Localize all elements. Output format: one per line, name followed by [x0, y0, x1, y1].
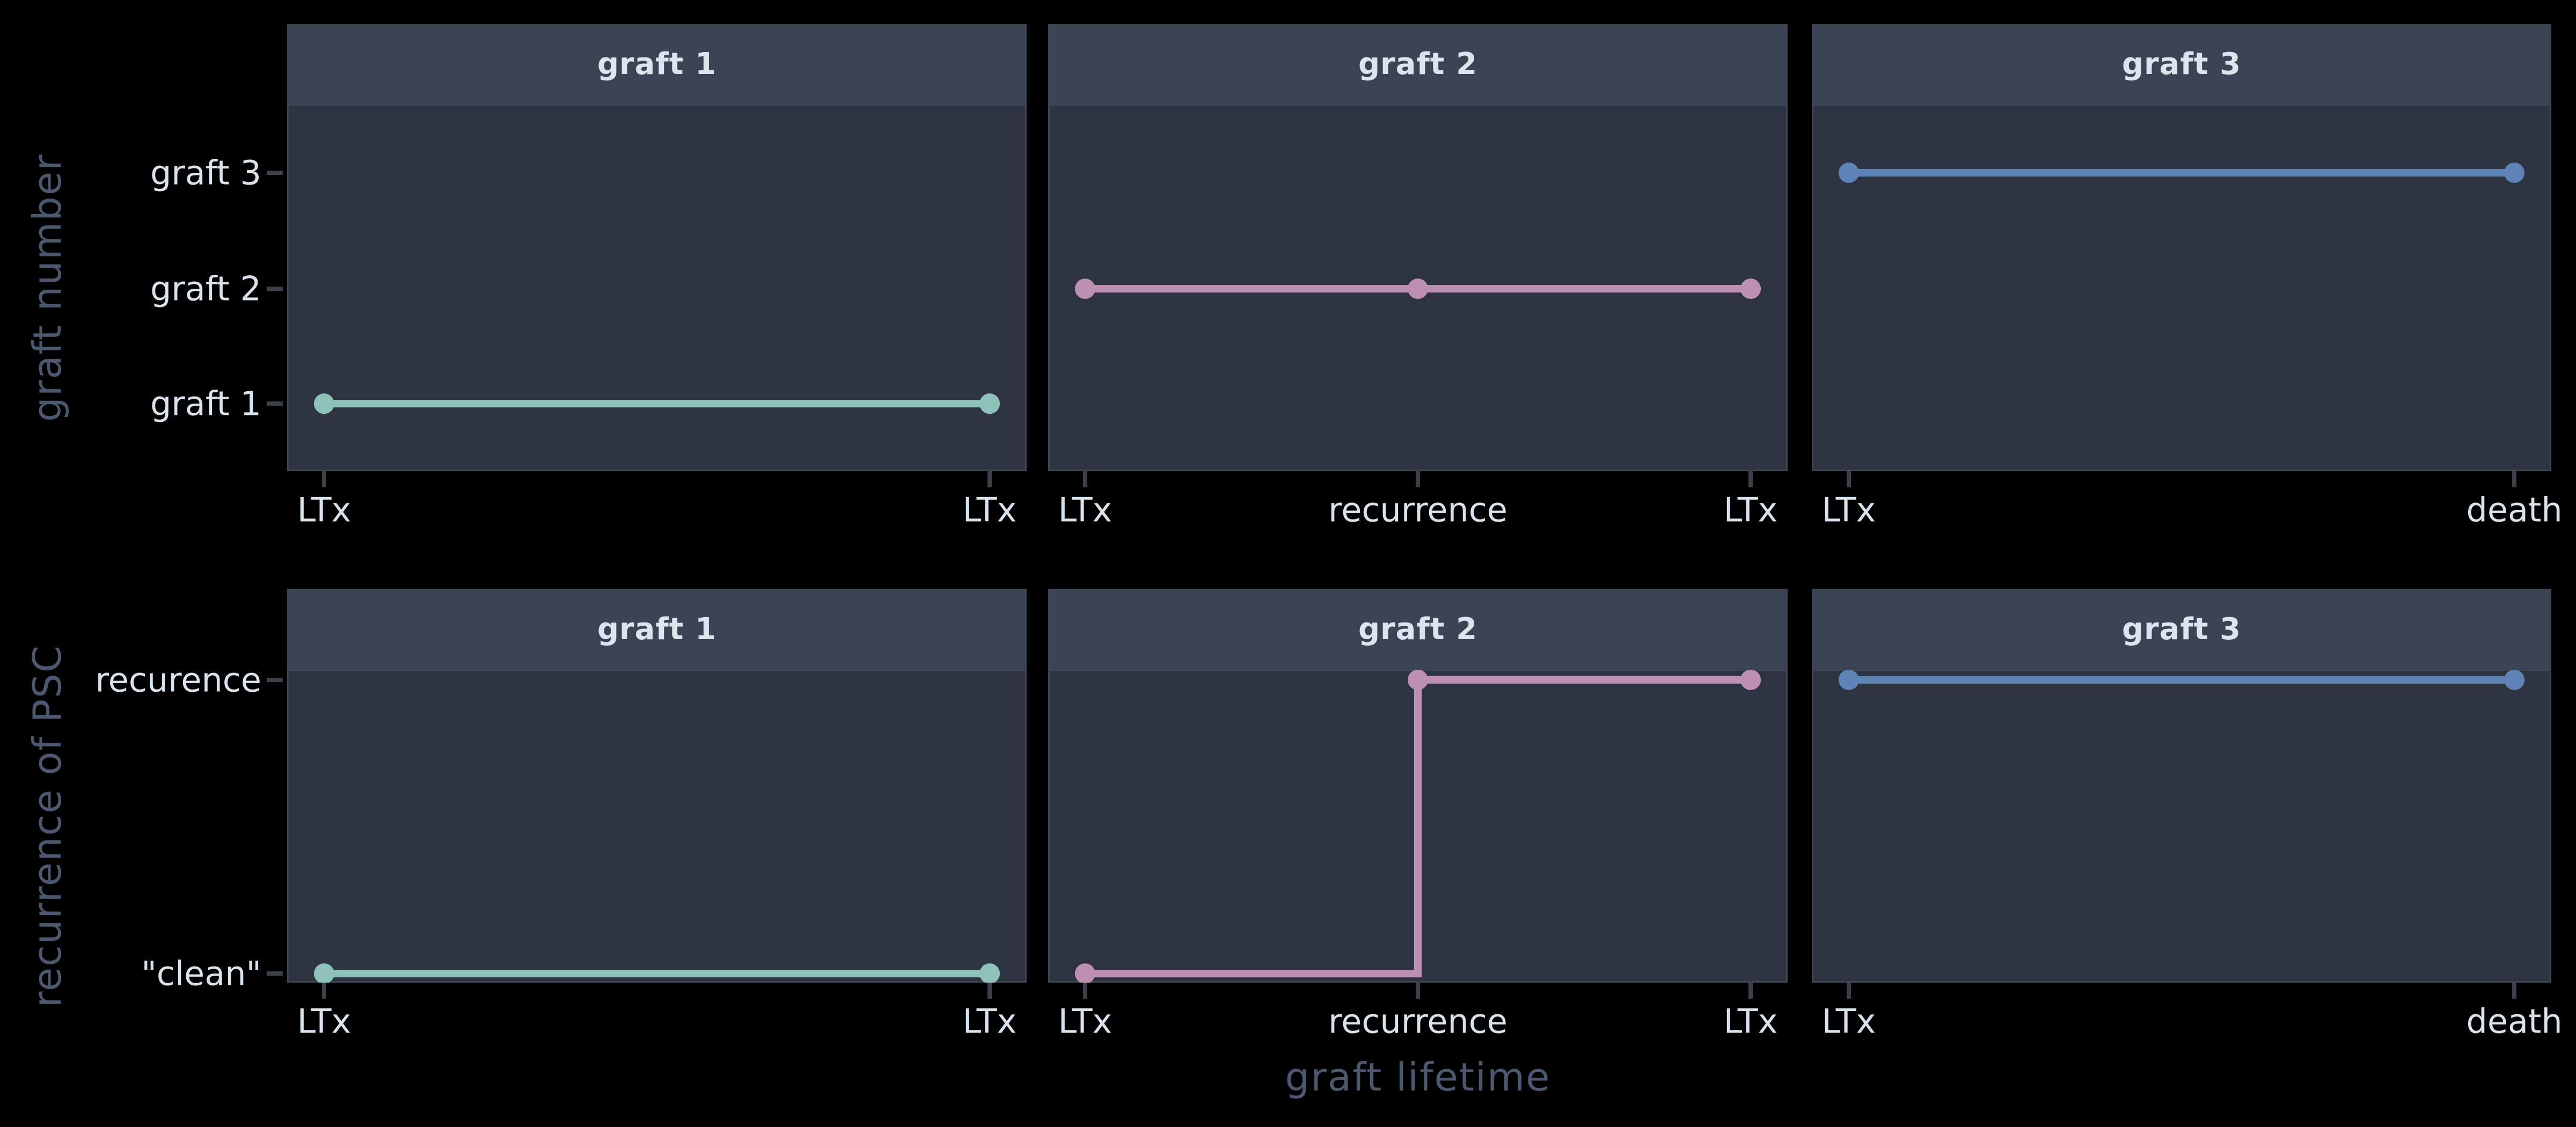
x-tick-mark [1416, 471, 1420, 487]
facet-title: graft 1 [597, 611, 717, 647]
data-point-marker [1074, 279, 1095, 299]
plot-area [287, 669, 1027, 983]
x-tick-mark [1748, 983, 1753, 999]
facet-title-strip: graft 3 [1812, 589, 2551, 669]
x-axis-label: graft lifetime [1285, 1055, 1551, 1100]
data-point-marker [1838, 162, 1859, 183]
x-tick-mark [1082, 983, 1087, 999]
series-svg [1074, 279, 1761, 299]
x-tick-label: death [2466, 490, 2563, 530]
x-tick-mark [321, 471, 326, 487]
facet-title-strip: graft 2 [1048, 589, 1788, 669]
series-svg [313, 393, 1000, 414]
y-tick-label: graft 2 [150, 269, 261, 309]
data-point-marker [1074, 963, 1095, 983]
plot-area [287, 104, 1027, 471]
x-tick-mark [1846, 471, 1851, 487]
data-point-marker [979, 393, 1000, 414]
data-point-marker [2504, 669, 2525, 690]
facet-title: graft 3 [2121, 47, 2242, 82]
x-tick-label: LTx [1058, 490, 1113, 530]
y-tick-mark [267, 971, 283, 976]
x-tick-mark [2512, 471, 2517, 487]
series-line [1085, 676, 1751, 978]
y-tick-mark [267, 170, 283, 175]
x-tick-mark [1416, 983, 1420, 999]
y-tick-mark [267, 401, 283, 406]
data-point-marker [2504, 162, 2525, 183]
x-tick-mark [1846, 983, 1851, 999]
x-tick-label: LTx [297, 490, 352, 530]
series-svg [313, 963, 1000, 983]
data-point-marker [979, 963, 1000, 983]
data-point-marker [1740, 279, 1761, 299]
facet-title: graft 2 [1358, 47, 1478, 82]
facet-title: graft 3 [2121, 611, 2242, 647]
series-svg [1838, 162, 2525, 183]
x-tick-label: LTx [962, 1001, 1017, 1041]
x-tick-mark [987, 471, 992, 487]
series-svg [1074, 669, 1761, 983]
x-tick-label: recurrence [1328, 490, 1507, 530]
data-point-marker [1838, 669, 1859, 690]
x-tick-label: death [2466, 1001, 2563, 1041]
x-tick-label: LTx [1821, 490, 1876, 530]
facet-title-strip: graft 3 [1812, 24, 2551, 104]
x-tick-mark [1082, 471, 1087, 487]
facet-title: graft 2 [1358, 611, 1478, 647]
y-tick-mark [267, 677, 283, 682]
x-tick-mark [1748, 471, 1753, 487]
x-tick-label: LTx [297, 1001, 352, 1041]
y-tick-label: graft 3 [150, 153, 261, 193]
series-svg [1838, 669, 2525, 690]
x-tick-label: LTx [1058, 1001, 1113, 1041]
x-tick-label: LTx [1723, 1001, 1778, 1041]
x-tick-mark [2512, 983, 2517, 999]
data-point-marker [1408, 669, 1428, 690]
facet-title-strip: graft 2 [1048, 24, 1788, 104]
data-point-marker [1408, 279, 1428, 299]
x-tick-label: LTx [962, 490, 1017, 530]
x-tick-mark [321, 983, 326, 999]
facet-title: graft 1 [597, 47, 717, 82]
x-tick-label: recurrence [1328, 1001, 1507, 1041]
plot-area [1812, 669, 2551, 983]
data-point-marker [313, 393, 334, 414]
x-tick-label: LTx [1723, 490, 1778, 530]
x-tick-mark [987, 983, 992, 999]
y-tick-label: recurence [95, 660, 261, 700]
facet-title-strip: graft 1 [287, 589, 1027, 669]
facet-title-strip: graft 1 [287, 24, 1027, 104]
data-point-marker [1740, 669, 1761, 690]
y-tick-label: "clean" [141, 954, 261, 993]
y-tick-label: graft 1 [150, 384, 261, 423]
x-tick-label: LTx [1821, 1001, 1876, 1041]
plot-area [1812, 104, 2551, 471]
data-point-marker [313, 963, 334, 983]
y-tick-mark [267, 287, 283, 291]
